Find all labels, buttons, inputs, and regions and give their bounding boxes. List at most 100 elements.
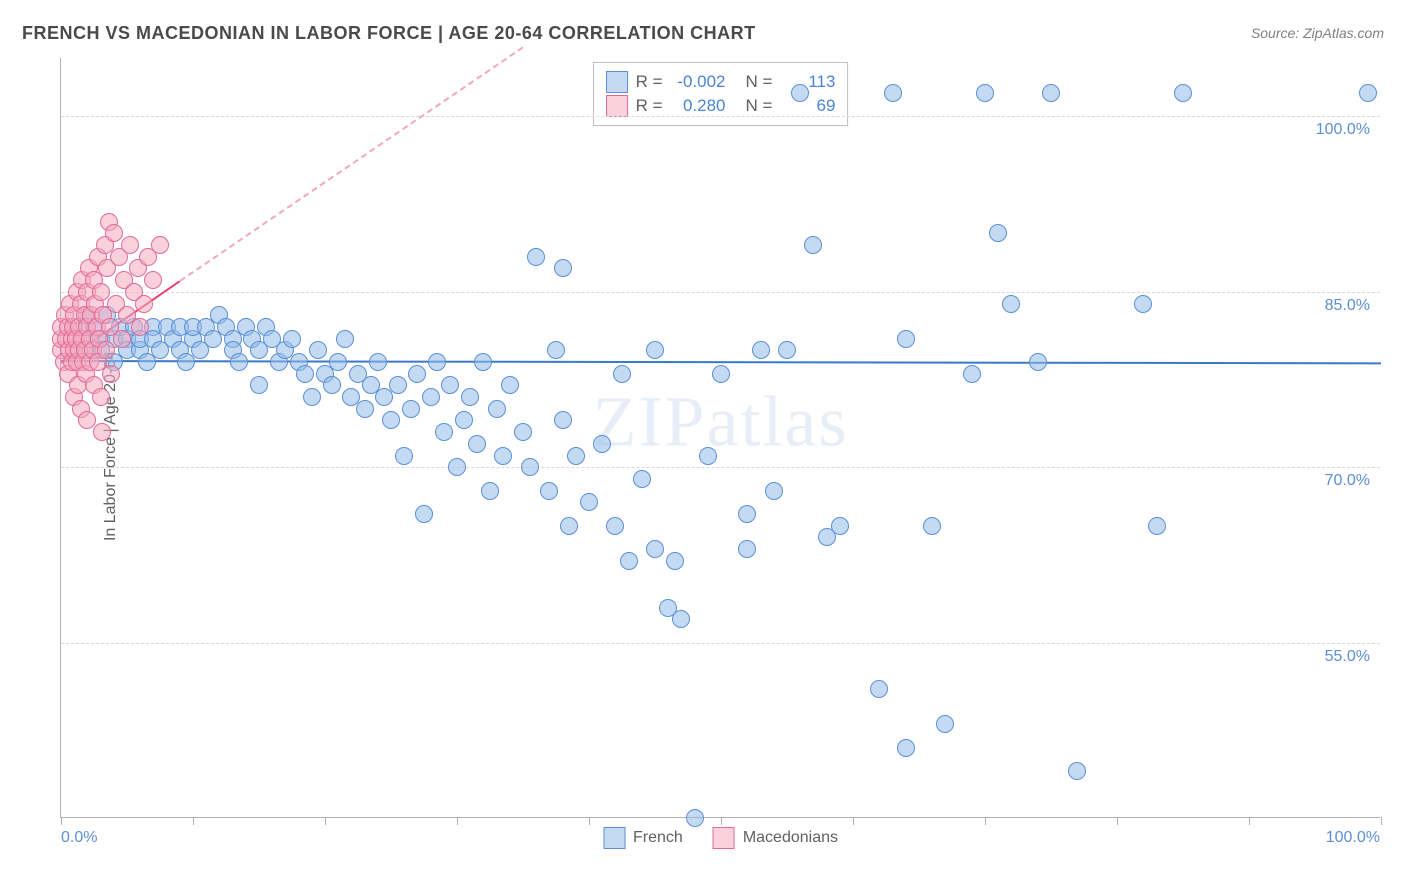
y-tick-label: 100.0%: [1316, 121, 1370, 139]
chart-plot-area: ZIPatlas R = -0.002 N = 113 R = 0.280 N …: [60, 58, 1380, 818]
data-point: [547, 341, 565, 359]
trend-line: [61, 360, 1381, 364]
data-point: [435, 423, 453, 441]
legend-r-value-french: -0.002: [671, 72, 726, 92]
data-point: [369, 353, 387, 371]
gridline: [61, 643, 1380, 644]
data-point: [712, 365, 730, 383]
data-point: [105, 224, 123, 242]
data-point: [428, 353, 446, 371]
data-point: [580, 493, 598, 511]
legend-item-label: Macedonians: [743, 829, 838, 847]
data-point: [102, 365, 120, 383]
data-point: [791, 84, 809, 102]
x-axis-min-label: 0.0%: [61, 829, 97, 847]
y-tick-label: 55.0%: [1325, 648, 1370, 666]
data-point: [554, 411, 572, 429]
data-point: [283, 330, 301, 348]
chart-title: FRENCH VS MACEDONIAN IN LABOR FORCE | AG…: [22, 23, 756, 44]
data-point: [620, 552, 638, 570]
data-point: [672, 610, 690, 628]
data-point: [309, 341, 327, 359]
data-point: [936, 715, 954, 733]
swatch-blue-icon: [606, 71, 628, 93]
data-point: [778, 341, 796, 359]
data-point: [455, 411, 473, 429]
data-point: [92, 283, 110, 301]
legend-r-label: R =: [636, 96, 663, 116]
data-point: [923, 517, 941, 535]
data-point: [527, 248, 545, 266]
data-point: [97, 341, 115, 359]
data-point: [151, 236, 169, 254]
x-tick: [325, 817, 326, 825]
data-point: [963, 365, 981, 383]
data-point: [989, 224, 1007, 242]
data-point: [230, 353, 248, 371]
watermark: ZIPatlas: [593, 381, 849, 464]
legend-r-value-macedonian: 0.280: [671, 96, 726, 116]
legend-item-french: French: [603, 827, 683, 849]
swatch-blue-icon: [603, 827, 625, 849]
gridline: [61, 467, 1380, 468]
data-point: [296, 365, 314, 383]
data-point: [144, 271, 162, 289]
data-point: [897, 330, 915, 348]
data-point: [1002, 295, 1020, 313]
data-point: [686, 809, 704, 827]
data-point: [613, 365, 631, 383]
data-point: [646, 540, 664, 558]
gridline: [61, 116, 1380, 117]
data-point: [540, 482, 558, 500]
data-point: [567, 447, 585, 465]
x-tick: [1249, 817, 1250, 825]
legend-item-label: French: [633, 829, 683, 847]
data-point: [976, 84, 994, 102]
data-point: [395, 447, 413, 465]
data-point: [92, 388, 110, 406]
swatch-pink-icon: [606, 95, 628, 117]
swatch-pink-icon: [713, 827, 735, 849]
chart-header: FRENCH VS MACEDONIAN IN LABOR FORCE | AG…: [22, 18, 1384, 48]
data-point: [113, 330, 131, 348]
x-axis-max-label: 100.0%: [1326, 829, 1380, 847]
data-point: [494, 447, 512, 465]
chart-source: Source: ZipAtlas.com: [1251, 25, 1384, 41]
data-point: [323, 376, 341, 394]
data-point: [131, 318, 149, 336]
legend-n-label: N =: [746, 72, 773, 92]
data-point: [1148, 517, 1166, 535]
data-point: [488, 400, 506, 418]
x-tick: [1381, 817, 1382, 825]
data-point: [382, 411, 400, 429]
data-point: [633, 470, 651, 488]
data-point: [303, 388, 321, 406]
series-legend: French Macedonians: [603, 827, 838, 849]
data-point: [1042, 84, 1060, 102]
data-point: [699, 447, 717, 465]
data-point: [1068, 762, 1086, 780]
data-point: [804, 236, 822, 254]
x-tick: [193, 817, 194, 825]
legend-n-value-macedonian: 69: [780, 96, 835, 116]
data-point: [441, 376, 459, 394]
legend-n-label: N =: [746, 96, 773, 116]
data-point: [560, 517, 578, 535]
data-point: [554, 259, 572, 277]
x-tick: [61, 817, 62, 825]
data-point: [408, 365, 426, 383]
data-point: [461, 388, 479, 406]
data-point: [646, 341, 664, 359]
x-tick: [589, 817, 590, 825]
data-point: [448, 458, 466, 476]
data-point: [1134, 295, 1152, 313]
data-point: [606, 517, 624, 535]
x-tick: [1117, 817, 1118, 825]
data-point: [501, 376, 519, 394]
legend-r-label: R =: [636, 72, 663, 92]
data-point: [514, 423, 532, 441]
data-point: [329, 353, 347, 371]
data-point: [474, 353, 492, 371]
x-tick: [985, 817, 986, 825]
data-point: [897, 739, 915, 757]
